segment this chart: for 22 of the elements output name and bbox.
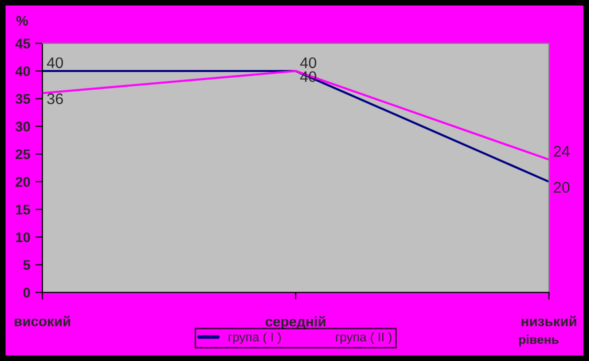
data-label: 40 xyxy=(300,57,316,68)
y-tick-label: 10 xyxy=(16,232,30,242)
y-tick-label: 25 xyxy=(16,149,30,160)
x-tick-label: низький xyxy=(522,316,576,326)
legend-label: група ( I ) xyxy=(228,332,281,344)
data-label: 36 xyxy=(47,93,63,104)
y-tick-label: 40 xyxy=(15,66,30,76)
y-tick-label: 5 xyxy=(23,260,30,270)
text: група ( II ) xyxy=(336,332,392,344)
y-tick-label: 20 xyxy=(16,177,30,187)
x-tick-label: високий xyxy=(14,316,70,326)
y-tick-label: 45 xyxy=(15,38,30,48)
x-axis-title: рівень xyxy=(519,334,559,346)
x-tick-label: середній xyxy=(266,316,326,330)
y-tick-label: 30 xyxy=(15,122,30,132)
y-tick-label: 35 xyxy=(15,94,30,104)
y-tick-label: 0 xyxy=(23,288,30,298)
y-tick-label: 15 xyxy=(16,204,30,215)
data-label: 24 xyxy=(554,146,570,157)
data-label: 20 xyxy=(554,182,570,193)
y-axis-title: % xyxy=(16,16,28,26)
data-label: 40 xyxy=(46,57,63,68)
